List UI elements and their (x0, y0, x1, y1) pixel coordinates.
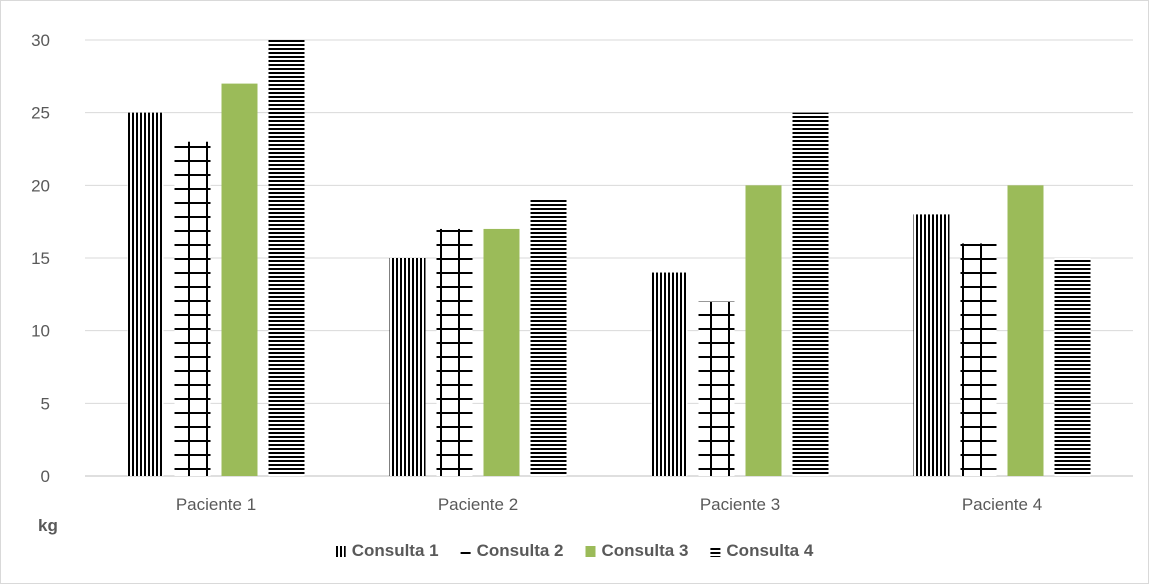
bar-consulta-2-paciente-3 (698, 301, 735, 476)
legend-swatch-consulta-1 (335, 546, 346, 557)
bar-consulta-2-paciente-4 (960, 243, 997, 476)
y-tick-label: 10 (31, 322, 50, 341)
bar-consulta-1-paciente-2 (389, 258, 426, 476)
bar-consulta-2-paciente-1 (174, 141, 211, 476)
bar-consulta-2-paciente-2 (436, 228, 473, 476)
legend-label-consulta-1: Consulta 1 (352, 541, 439, 560)
bars (127, 40, 1091, 477)
y-tick-label: 15 (31, 249, 50, 268)
bar-consulta-3-paciente-1 (221, 83, 258, 476)
x-category-label: Paciente 2 (438, 495, 518, 514)
bar-consulta-4-paciente-3 (792, 112, 829, 477)
x-category-label: Paciente 4 (962, 495, 1042, 514)
bar-consulta-1-paciente-4 (913, 214, 950, 476)
legend-label-consulta-2: Consulta 2 (477, 541, 564, 560)
y-tick-label: 5 (41, 394, 50, 413)
legend-label-consulta-4: Consulta 4 (726, 541, 813, 560)
bar-consulta-1-paciente-3 (651, 272, 688, 476)
y-axis-ticks: 0 5 10 15 20 25 30 (31, 31, 50, 486)
x-category-label: Paciente 3 (700, 495, 780, 514)
legend: Consulta 1 Consulta 2 Consulta 3 Consulta 4 (335, 541, 814, 560)
bar-consulta-4-paciente-4 (1054, 258, 1091, 476)
y-tick-label: 0 (41, 467, 50, 486)
bar-consulta-4-paciente-1 (268, 40, 305, 476)
bar-consulta-3-paciente-3 (745, 185, 782, 477)
y-axis-unit-label: kg (38, 516, 58, 535)
legend-swatch-consulta-3 (585, 546, 596, 557)
y-tick-label: 20 (31, 176, 50, 195)
legend-swatch-consulta-2 (460, 546, 471, 557)
gridlines (85, 39, 1133, 477)
bar-consulta-3-paciente-4 (1007, 185, 1044, 477)
legend-swatch-consulta-4 (710, 546, 721, 557)
bar-consulta-4-paciente-2 (530, 199, 567, 476)
x-category-label: Paciente 1 (176, 495, 256, 514)
bar-consulta-3-paciente-2 (483, 228, 520, 476)
bar-consulta-1-paciente-1 (127, 112, 164, 477)
legend-label-consulta-3: Consulta 3 (602, 541, 689, 560)
y-tick-label: 25 (31, 104, 50, 123)
y-tick-label: 30 (31, 31, 50, 50)
x-axis-labels: Paciente 1 Paciente 2 Paciente 3 Paciente 4 (176, 495, 1042, 514)
